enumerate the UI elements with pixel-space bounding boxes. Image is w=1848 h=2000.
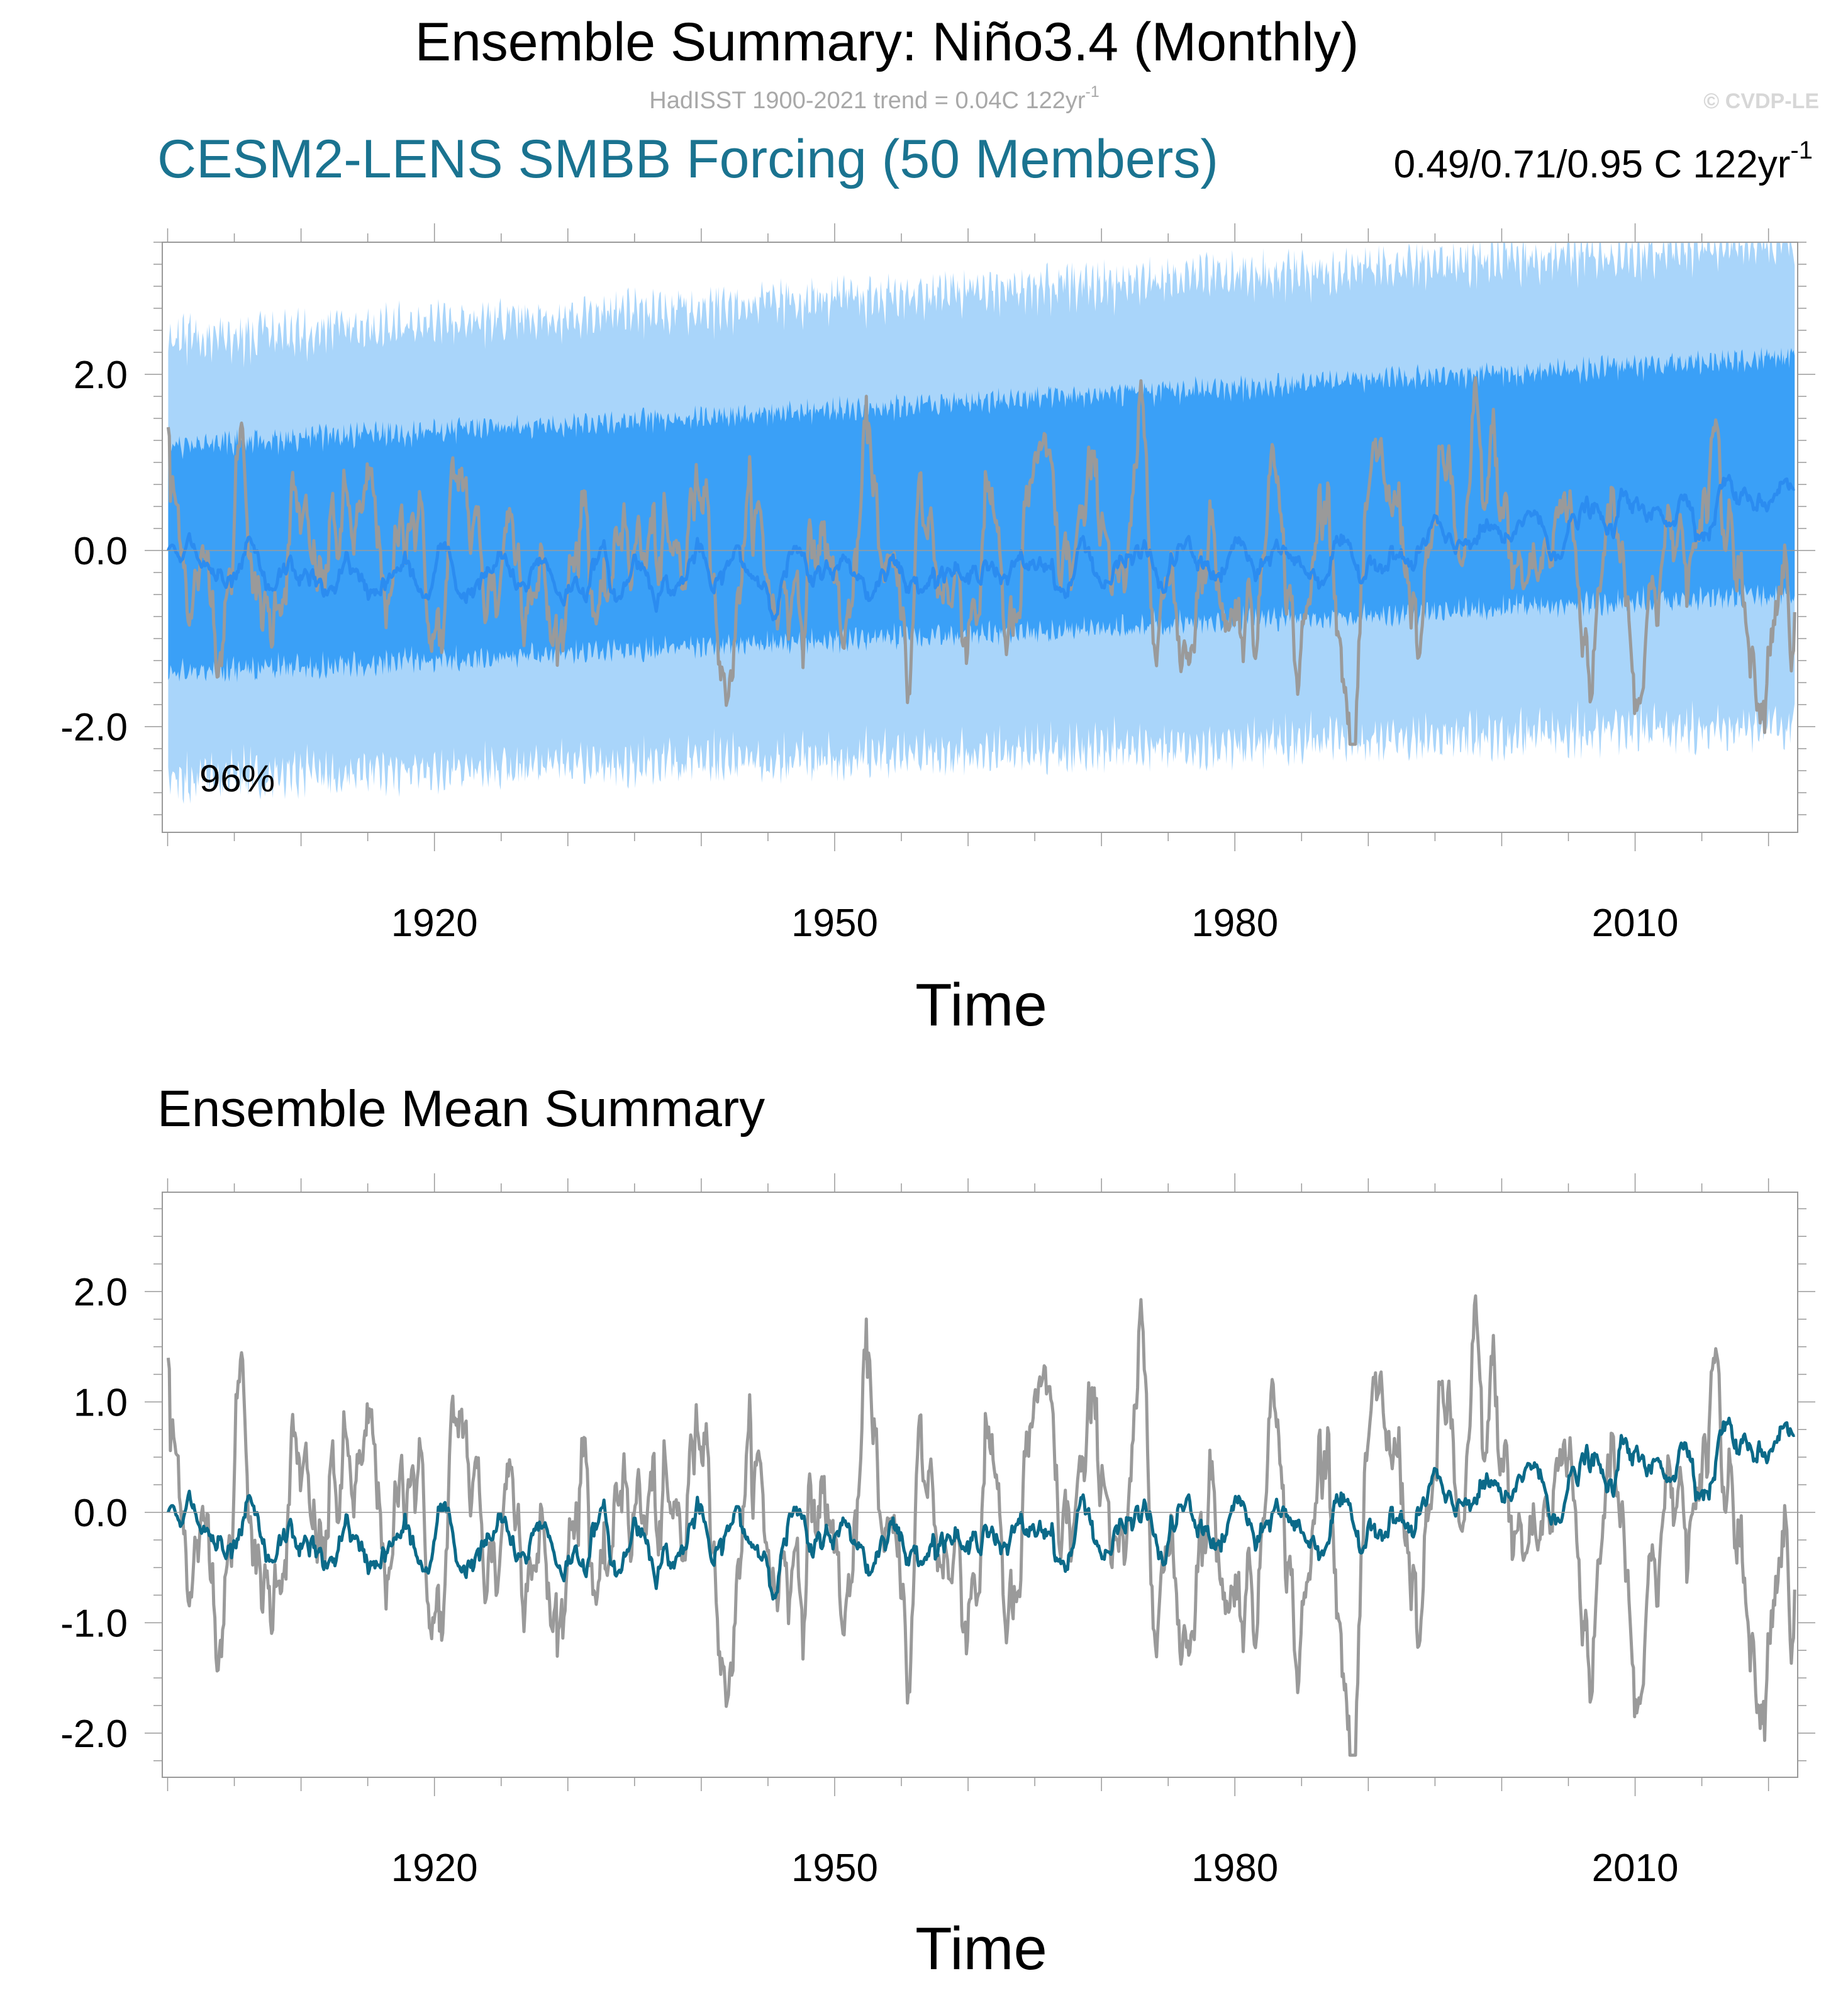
ensemble-mean-xtick-label: 2010 [1592, 1846, 1679, 1890]
ensemble-mean-ytick-label: -1.0 [60, 1602, 128, 1645]
ensemble-summary-xtick-label: 2010 [1592, 902, 1679, 945]
ensemble-summary-xtick-label: 1980 [1191, 902, 1278, 945]
ensemble-mean-panel: -2.0 -1.0 0.0 1.0 2.0 1920 1950 1980 2010 Time [60, 1173, 1815, 1982]
ensemble-summary-ytick-label: -2.0 [60, 706, 128, 749]
obs-trend-text: HadISST 1900-2021 trend = 0.04C 122yr [649, 87, 1086, 114]
ensemble-mean-xtick-label: 1950 [791, 1846, 878, 1890]
hadisst-line-bottom [166, 1294, 1796, 1757]
model-label: CESM2-LENS SMBB Forcing (50 Members) [157, 129, 1218, 189]
model-trend-text: 0.49/0.71/0.95 C 122yr [1394, 143, 1791, 186]
ensemble-mean-xtick-label: 1980 [1191, 1846, 1278, 1890]
ensemble-mean-plot-area [166, 1294, 1796, 1757]
ensemble-summary-ytick-label: 0.0 [74, 530, 128, 573]
ensemble-mean-title: Ensemble Mean Summary [157, 1080, 765, 1137]
ensemble-mean-line-top [167, 474, 1795, 622]
ensemble-summary-xlabel: Time [915, 971, 1047, 1039]
hadisst-line-top [166, 376, 1796, 746]
ensemble-mean-ytick-label: 2.0 [74, 1271, 128, 1314]
obs-trend-label: HadISST 1900-2021 trend = 0.04C 122yr-1 [649, 83, 1099, 114]
main-title: Ensemble Summary: Niño3.4 (Monthly) [415, 12, 1359, 72]
model-trend-label: 0.49/0.71/0.95 C 122yr-1 [1394, 137, 1813, 186]
ensemble-mean-ytick-label: 0.0 [74, 1492, 128, 1535]
ensemble-summary-panel: -2.0 0.0 2.0 1920 1950 1980 2010 96% Time [60, 223, 1815, 1039]
ensemble-mean-axes: -2.0 -1.0 0.0 1.0 2.0 1920 1950 1980 2010 [60, 1173, 1815, 1890]
ensemble-mean-line-bottom [167, 1416, 1796, 1601]
ensemble-mean-ytick-label: 1.0 [74, 1381, 128, 1424]
ensemble-mean-ytick-label: -2.0 [60, 1712, 128, 1756]
ensemble-mean-xlabel: Time [915, 1915, 1047, 1982]
obs-trend-sup: -1 [1086, 83, 1099, 101]
ensemble-summary-frame [162, 242, 1798, 833]
watermark: © CVDP-LE [1703, 89, 1819, 113]
model-trend-sup: -1 [1790, 137, 1813, 164]
ensemble-summary-xtick-label: 1920 [391, 902, 478, 945]
ensemble-percentile-band [168, 347, 1795, 683]
ensemble-summary-plot-area [166, 242, 1796, 804]
ensemble-mean-xtick-label: 1920 [391, 1846, 478, 1890]
ensemble-summary-xtick-label: 1950 [791, 902, 878, 945]
ensemble-summary-axes: -2.0 0.0 2.0 1920 1950 1980 2010 [60, 223, 1815, 945]
ensemble-summary-ytick-label: 2.0 [74, 354, 128, 397]
ensemble-summary-percent-annotation: 96% [199, 757, 275, 800]
